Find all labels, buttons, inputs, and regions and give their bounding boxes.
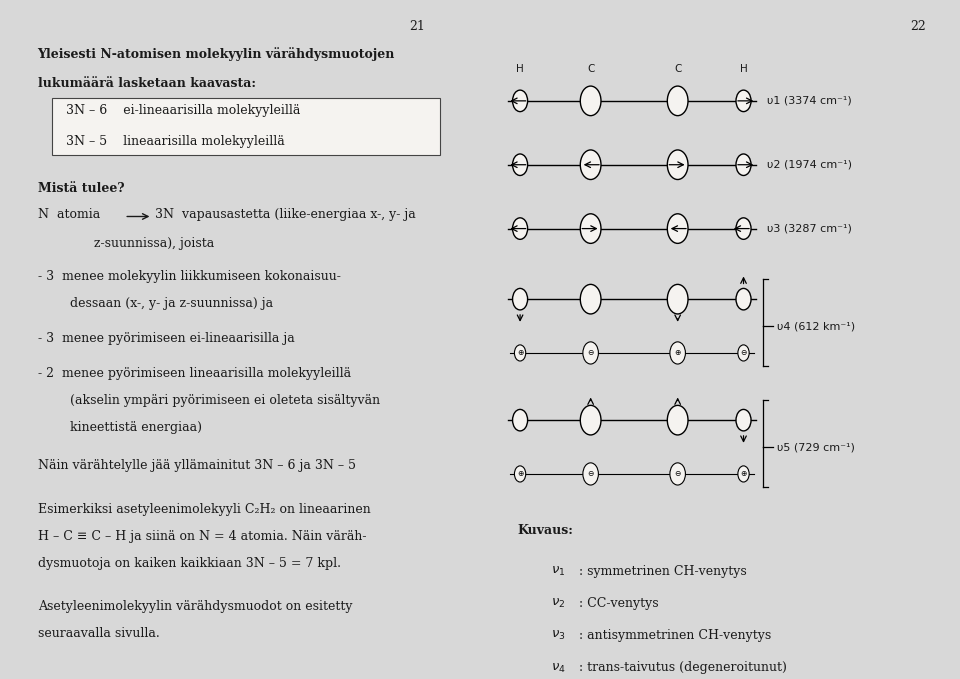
Circle shape xyxy=(580,214,601,243)
Text: (akselin ympäri pyörimiseen ei oleteta sisältyvän: (akselin ympäri pyörimiseen ei oleteta s… xyxy=(37,394,380,407)
Circle shape xyxy=(583,463,598,485)
Text: 3N – 5    lineaarisilla molekyyleillä: 3N – 5 lineaarisilla molekyyleillä xyxy=(65,134,284,148)
Text: - 3  menee pyörimiseen ei-lineaarisilla ja: - 3 menee pyörimiseen ei-lineaarisilla j… xyxy=(37,332,295,345)
Text: υ2 (1974 cm⁻¹): υ2 (1974 cm⁻¹) xyxy=(767,160,852,170)
Text: Näin värähtelylle jää yllämainitut 3N – 6 ja 3N – 5: Näin värähtelylle jää yllämainitut 3N – … xyxy=(37,459,355,472)
Text: : trans-taivutus (degeneroitunut): : trans-taivutus (degeneroitunut) xyxy=(579,661,787,674)
Text: $\nu_1$: $\nu_1$ xyxy=(551,565,565,578)
Text: - 2  menee pyörimiseen lineaarisilla molekyyleillä: - 2 menee pyörimiseen lineaarisilla mole… xyxy=(37,367,350,380)
Circle shape xyxy=(580,285,601,314)
Text: H – C ≡ C – H ja siinä on N = 4 atomia. Näin väräh-: H – C ≡ C – H ja siinä on N = 4 atomia. … xyxy=(37,530,366,543)
Circle shape xyxy=(515,345,526,361)
Text: $\nu_2$: $\nu_2$ xyxy=(551,597,565,610)
Text: dysmuotoja on kaiken kaikkiaan 3N – 5 = 7 kpl.: dysmuotoja on kaiken kaikkiaan 3N – 5 = … xyxy=(37,557,341,570)
Text: : symmetrinen CH-venytys: : symmetrinen CH-venytys xyxy=(579,565,747,578)
Text: lukumäärä lasketaan kaavasta:: lukumäärä lasketaan kaavasta: xyxy=(37,77,255,90)
Text: H: H xyxy=(516,64,524,74)
Circle shape xyxy=(736,154,751,175)
Circle shape xyxy=(736,289,751,310)
Circle shape xyxy=(580,405,601,435)
Text: ⊖: ⊖ xyxy=(588,348,594,357)
Text: ⊕: ⊕ xyxy=(740,469,747,479)
Text: ⊕: ⊕ xyxy=(516,469,523,479)
Circle shape xyxy=(736,409,751,431)
Text: 22: 22 xyxy=(910,20,925,33)
Text: C: C xyxy=(587,64,594,74)
Circle shape xyxy=(583,342,598,364)
Text: z-suunnissa), joista: z-suunnissa), joista xyxy=(94,237,214,250)
Circle shape xyxy=(667,150,688,179)
Text: ⊖: ⊖ xyxy=(675,469,681,479)
Text: kineettistä energiaa): kineettistä energiaa) xyxy=(37,421,202,434)
Text: seuraavalla sivulla.: seuraavalla sivulla. xyxy=(37,627,159,640)
Circle shape xyxy=(513,90,528,111)
Text: υ3 (3287 cm⁻¹): υ3 (3287 cm⁻¹) xyxy=(767,223,852,234)
Circle shape xyxy=(738,466,749,482)
Text: - 3  menee molekyylin liikkumiseen kokonaisuu-: - 3 menee molekyylin liikkumiseen kokona… xyxy=(37,270,341,283)
Text: : antisymmetrinen CH-venytys: : antisymmetrinen CH-venytys xyxy=(579,629,771,642)
FancyBboxPatch shape xyxy=(52,98,441,155)
Text: ⊕: ⊕ xyxy=(516,348,523,357)
Text: dessaan (x-, y- ja z-suunnissa) ja: dessaan (x-, y- ja z-suunnissa) ja xyxy=(37,297,273,310)
Text: 3N  vapausastetta (liike-energiaa x-, y- ja: 3N vapausastetta (liike-energiaa x-, y- … xyxy=(155,208,416,221)
Circle shape xyxy=(667,405,688,435)
Circle shape xyxy=(667,285,688,314)
Text: υ5 (729 cm⁻¹): υ5 (729 cm⁻¹) xyxy=(777,442,854,452)
Text: $\nu_4$: $\nu_4$ xyxy=(551,661,565,675)
Text: Esimerkiksi asetyleenimolekyyli C₂H₂ on lineaarinen: Esimerkiksi asetyleenimolekyyli C₂H₂ on … xyxy=(37,503,371,516)
Circle shape xyxy=(515,466,526,482)
Text: $\nu_3$: $\nu_3$ xyxy=(551,629,565,642)
Text: Mistä tulee?: Mistä tulee? xyxy=(37,181,124,194)
Text: ⊖: ⊖ xyxy=(740,348,747,357)
Text: 21: 21 xyxy=(409,20,425,33)
Circle shape xyxy=(667,86,688,115)
Circle shape xyxy=(580,150,601,179)
Circle shape xyxy=(738,345,749,361)
Text: 3N – 6    ei-lineaarisilla molekyyleillä: 3N – 6 ei-lineaarisilla molekyyleillä xyxy=(65,105,300,117)
Circle shape xyxy=(513,289,528,310)
Text: υ4 (612 km⁻¹): υ4 (612 km⁻¹) xyxy=(777,321,855,331)
Circle shape xyxy=(513,218,528,239)
Text: : CC-venytys: : CC-venytys xyxy=(579,597,659,610)
Text: Kuvaus:: Kuvaus: xyxy=(517,524,574,537)
Circle shape xyxy=(736,218,751,239)
Circle shape xyxy=(670,342,685,364)
Circle shape xyxy=(736,90,751,111)
Text: C: C xyxy=(674,64,682,74)
Circle shape xyxy=(513,154,528,175)
Circle shape xyxy=(580,86,601,115)
Circle shape xyxy=(513,409,528,431)
Circle shape xyxy=(667,214,688,243)
Text: ⊕: ⊕ xyxy=(675,348,681,357)
Text: N  atomia: N atomia xyxy=(37,208,104,221)
Text: H: H xyxy=(739,64,748,74)
Text: υ1 (3374 cm⁻¹): υ1 (3374 cm⁻¹) xyxy=(767,96,852,106)
Text: Asetyleenimolekyylin värähdysmuodot on esitetty: Asetyleenimolekyylin värähdysmuodot on e… xyxy=(37,600,352,613)
Text: Yleisesti N-atomisen molekyylin värähdysmuotojen: Yleisesti N-atomisen molekyylin värähdys… xyxy=(37,47,395,61)
Text: ⊖: ⊖ xyxy=(588,469,594,479)
Circle shape xyxy=(670,463,685,485)
